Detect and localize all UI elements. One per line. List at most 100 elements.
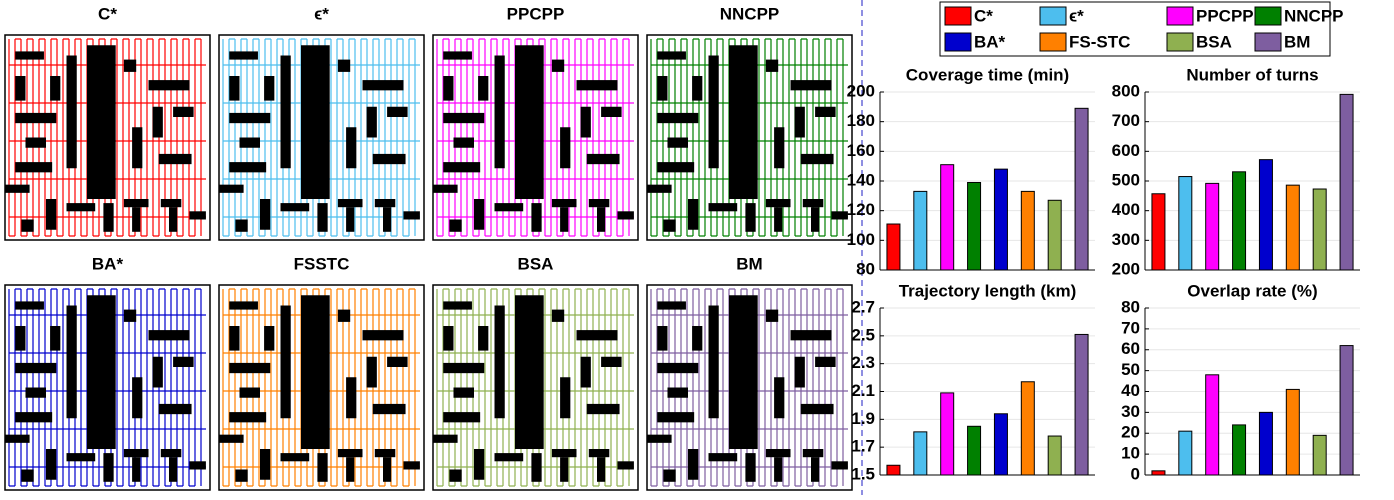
- obstacle: [158, 403, 192, 415]
- bar: [886, 464, 901, 476]
- obstacle: [123, 59, 137, 72]
- maze-panel: [4, 34, 211, 241]
- obstacle: [657, 412, 695, 423]
- obstacle: [663, 219, 676, 232]
- obstacle: [551, 309, 565, 322]
- obstacle: [597, 457, 606, 482]
- bar: [1285, 184, 1300, 271]
- coverage-path: [650, 288, 848, 487]
- obstacle: [790, 80, 832, 91]
- obstacle: [152, 106, 163, 138]
- obstacle: [158, 153, 192, 165]
- y-tick-label: 40: [1121, 381, 1140, 400]
- legend-label: NNCPP: [1284, 6, 1344, 25]
- obstacle: [280, 305, 291, 419]
- obstacle: [260, 449, 271, 480]
- obstacle: [474, 449, 485, 480]
- obstacle: [560, 377, 571, 419]
- obstacle: [667, 387, 688, 398]
- maze-border: [218, 34, 425, 241]
- obstacle: [453, 387, 474, 398]
- obstacle: [264, 76, 275, 101]
- bar: [1285, 388, 1300, 476]
- obstacle: [745, 453, 756, 482]
- obstacle: [774, 207, 783, 232]
- obstacle: [173, 106, 194, 117]
- obstacle: [66, 55, 77, 169]
- obstacle: [443, 51, 472, 60]
- bar: [1232, 171, 1247, 271]
- maze-panel: [218, 34, 425, 241]
- obstacle: [708, 203, 738, 212]
- coverage-path: [222, 288, 420, 487]
- obstacle: [657, 162, 695, 173]
- obstacle: [21, 219, 34, 232]
- obstacle: [346, 207, 355, 232]
- bar: [1232, 424, 1247, 476]
- obstacle: [317, 453, 328, 482]
- obstacle: [169, 457, 178, 482]
- obstacle: [586, 153, 620, 165]
- obstacle: [617, 461, 634, 470]
- obstacle: [765, 309, 779, 322]
- obstacle: [229, 76, 240, 101]
- obstacle: [531, 203, 542, 232]
- obstacle: [494, 453, 524, 462]
- chart-title: Trajectory length (km): [899, 281, 1077, 300]
- obstacle: [729, 295, 758, 449]
- bar: [993, 168, 1008, 271]
- obstacle: [50, 76, 61, 101]
- obstacle: [372, 153, 406, 165]
- legend-label: BSA: [1196, 32, 1232, 51]
- obstacle: [366, 106, 377, 138]
- obstacle: [647, 184, 672, 193]
- obstacle: [337, 59, 351, 72]
- obstacle: [383, 207, 392, 232]
- y-tick-label: 2.3: [851, 353, 875, 372]
- obstacle: [123, 309, 137, 322]
- panel-title: C*: [98, 4, 117, 23]
- obstacle: [346, 457, 355, 482]
- y-tick-label: 2.7: [851, 297, 875, 316]
- obstacle: [362, 330, 404, 341]
- obstacle: [774, 377, 785, 419]
- obstacle: [317, 203, 328, 232]
- obstacle: [132, 377, 143, 419]
- obstacle: [657, 112, 699, 124]
- y-tick-label: 700: [1112, 111, 1140, 130]
- obstacle: [403, 211, 420, 220]
- maze-border: [646, 284, 853, 491]
- obstacle: [443, 301, 472, 310]
- obstacle: [657, 326, 668, 351]
- y-tick-label: 600: [1112, 141, 1140, 160]
- obstacle: [774, 127, 785, 169]
- legend-label: PPCPP: [1196, 6, 1254, 25]
- bar: [886, 223, 901, 271]
- obstacle: [560, 127, 571, 169]
- obstacle: [15, 326, 26, 351]
- obstacle: [366, 356, 377, 388]
- obstacle: [301, 295, 330, 449]
- obstacle: [657, 301, 686, 310]
- coverage-path: [650, 38, 848, 237]
- obstacle: [123, 449, 149, 458]
- obstacle: [708, 55, 719, 169]
- obstacle: [800, 153, 834, 165]
- obstacle: [449, 219, 462, 232]
- y-tick-label: 1.7: [851, 437, 875, 456]
- obstacle: [260, 199, 271, 230]
- obstacle: [443, 412, 481, 423]
- obstacle: [443, 76, 454, 101]
- obstacle: [774, 457, 783, 482]
- chart-title: Overlap rate (%): [1187, 281, 1317, 300]
- obstacle: [692, 326, 703, 351]
- obstacle: [66, 203, 96, 212]
- obstacle: [337, 309, 351, 322]
- bar: [967, 181, 982, 271]
- bar: [1205, 374, 1220, 476]
- bar: [1020, 190, 1035, 271]
- obstacle: [148, 330, 190, 341]
- obstacle: [729, 45, 758, 199]
- obstacle: [239, 387, 260, 398]
